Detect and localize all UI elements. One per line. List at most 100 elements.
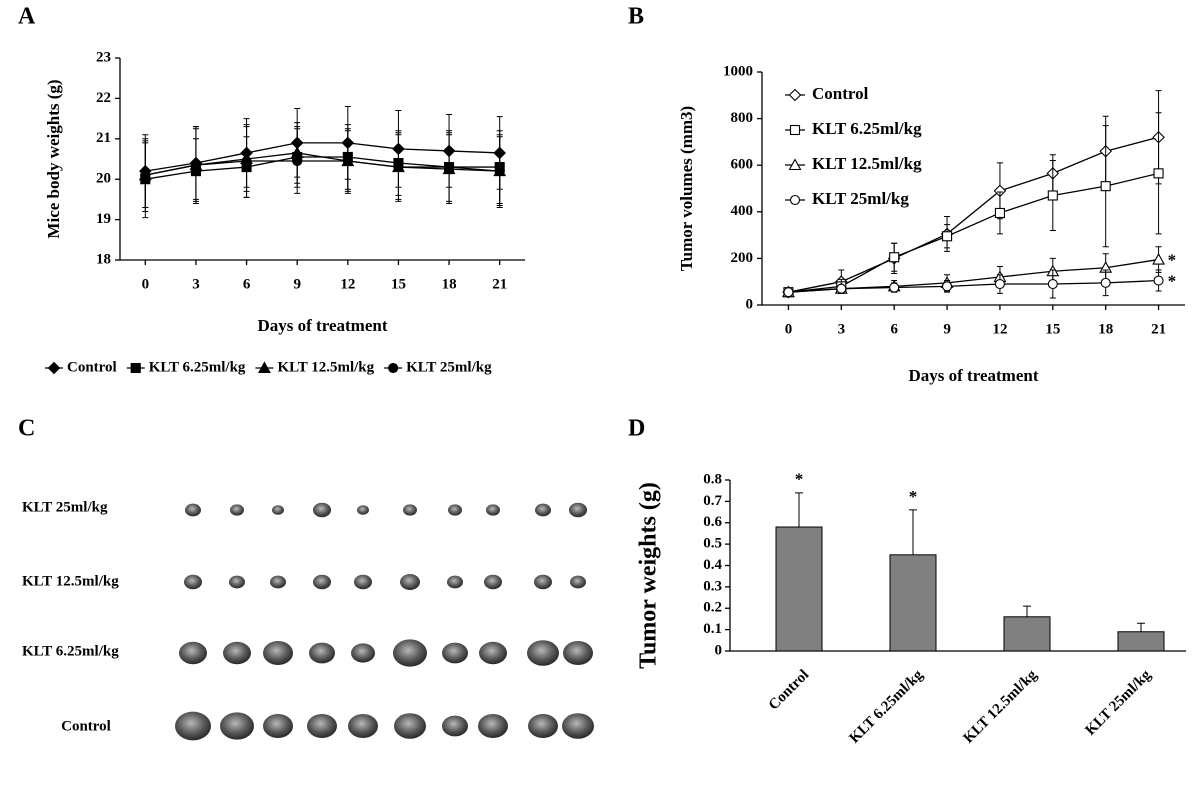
data-point: [994, 207, 1005, 219]
tumor-photo: [393, 639, 427, 667]
y-tick-label: 0.1: [703, 621, 722, 637]
data-point: [783, 287, 794, 298]
series-line: [145, 160, 500, 176]
x-axis-title: Days of treatment: [909, 366, 1039, 385]
tumor-photo: [354, 574, 372, 590]
y-tick-label: 20: [96, 171, 111, 187]
tumor-photo: [357, 505, 369, 515]
y-tick-label: 0.3: [703, 578, 722, 594]
x-tick-label: KLT 6.25ml/kg: [847, 667, 927, 747]
y-tick-label: 200: [731, 250, 754, 266]
data-point: [942, 281, 953, 292]
series-line: [145, 142, 500, 172]
data-point: [1100, 181, 1111, 192]
tumor-photo: [263, 714, 293, 738]
tumor-photo: [307, 714, 337, 738]
x-tick-label: 3: [838, 321, 846, 337]
row-label: Control: [61, 718, 111, 734]
y-tick-label: 0: [746, 296, 754, 312]
significance: *: [795, 470, 804, 489]
error-bar: [1137, 622, 1145, 632]
legend-label: Control: [812, 84, 869, 103]
x-tick-label: 15: [1045, 321, 1060, 337]
data-point: [1047, 278, 1058, 290]
tumor-photo: [230, 504, 244, 516]
x-tick-label: 0: [142, 276, 150, 292]
y-tick-label: 400: [731, 203, 754, 219]
tumor-photo: [185, 503, 201, 517]
data-point: [994, 278, 1005, 290]
tumor-photo: [528, 714, 558, 738]
x-tick-label: 15: [391, 276, 406, 292]
y-tick-label: 0.8: [703, 471, 722, 487]
panel-label: C: [18, 416, 35, 442]
tumor-photo: [569, 502, 587, 518]
data-point: [836, 283, 847, 294]
x-tick-label: KLT 25ml/kg: [1083, 667, 1155, 739]
x-tick-label: 18: [1098, 321, 1113, 337]
x-tick-label: KLT 12.5ml/kg: [961, 667, 1041, 747]
data-point: [1047, 190, 1058, 201]
y-tick-label: 0.5: [703, 536, 722, 552]
row-label: KLT 12.5ml/kg: [22, 573, 119, 589]
tumor-photo: [223, 641, 251, 665]
bar: [1117, 631, 1165, 652]
data-point: [942, 231, 953, 242]
panel-label: D: [628, 416, 645, 442]
bar: [775, 526, 823, 652]
y-tick-label: 18: [96, 251, 111, 267]
legend-marker: [788, 158, 802, 171]
tumor-photo: [484, 574, 502, 590]
x-tick-label: 6: [890, 321, 898, 337]
tumor-photo: [447, 575, 463, 589]
data-point: [889, 252, 900, 263]
tumor-photo: [263, 641, 293, 665]
y-tick-label: 800: [731, 110, 754, 126]
series-line: [788, 136, 1159, 293]
y-tick-label: 19: [96, 211, 111, 227]
bar: [1003, 616, 1051, 652]
legend-label: KLT 25ml/kg: [812, 189, 909, 208]
y-tick-label: 0.6: [703, 514, 722, 530]
tumor-photo: [486, 504, 500, 516]
bar: [889, 554, 937, 652]
tumor-photo: [442, 715, 468, 737]
tumor-photo: [448, 504, 462, 516]
legend-marker: [130, 362, 141, 374]
row-label: KLT 25ml/kg: [22, 499, 108, 515]
y-tick-label: 21: [96, 130, 111, 146]
tumor-photo: [534, 574, 552, 590]
y-axis-title: Mice body weights (g): [44, 79, 63, 238]
tumor-photo: [220, 712, 254, 740]
tumor-photo: [570, 575, 586, 589]
tumor-photo: [229, 575, 245, 589]
data-point: [494, 166, 505, 177]
tumor-photo: [562, 713, 594, 739]
data-point: [241, 155, 252, 167]
data-point: [190, 160, 201, 171]
x-tick-label: 3: [192, 276, 200, 292]
data-point: [889, 282, 900, 293]
tumor-photo: [272, 505, 284, 515]
tumor-photo: [270, 575, 286, 589]
x-tick-label: 21: [492, 276, 507, 292]
data-point: [140, 170, 151, 181]
x-tick-label: 21: [1151, 321, 1166, 337]
error-bar: [1023, 605, 1031, 617]
legend-label: KLT 12.5ml/kg: [812, 154, 922, 173]
y-tick-label: 22: [96, 90, 111, 106]
data-point: [393, 162, 404, 173]
x-tick-label: 0: [785, 321, 793, 337]
data-point: [444, 162, 455, 173]
data-point: [342, 155, 353, 167]
row-label: KLT 6.25ml/kg: [22, 643, 119, 659]
error-bar: [909, 509, 917, 555]
tumor-photo: [403, 504, 417, 516]
y-axis-title: Tumor weights (g): [636, 482, 662, 669]
x-tick-label: 18: [442, 276, 457, 292]
y-tick-label: 23: [96, 49, 111, 65]
x-tick-label: 9: [943, 321, 951, 337]
y-tick-label: 0.2: [703, 600, 722, 616]
series-line: [788, 172, 1159, 293]
significance: *: [1168, 271, 1177, 290]
